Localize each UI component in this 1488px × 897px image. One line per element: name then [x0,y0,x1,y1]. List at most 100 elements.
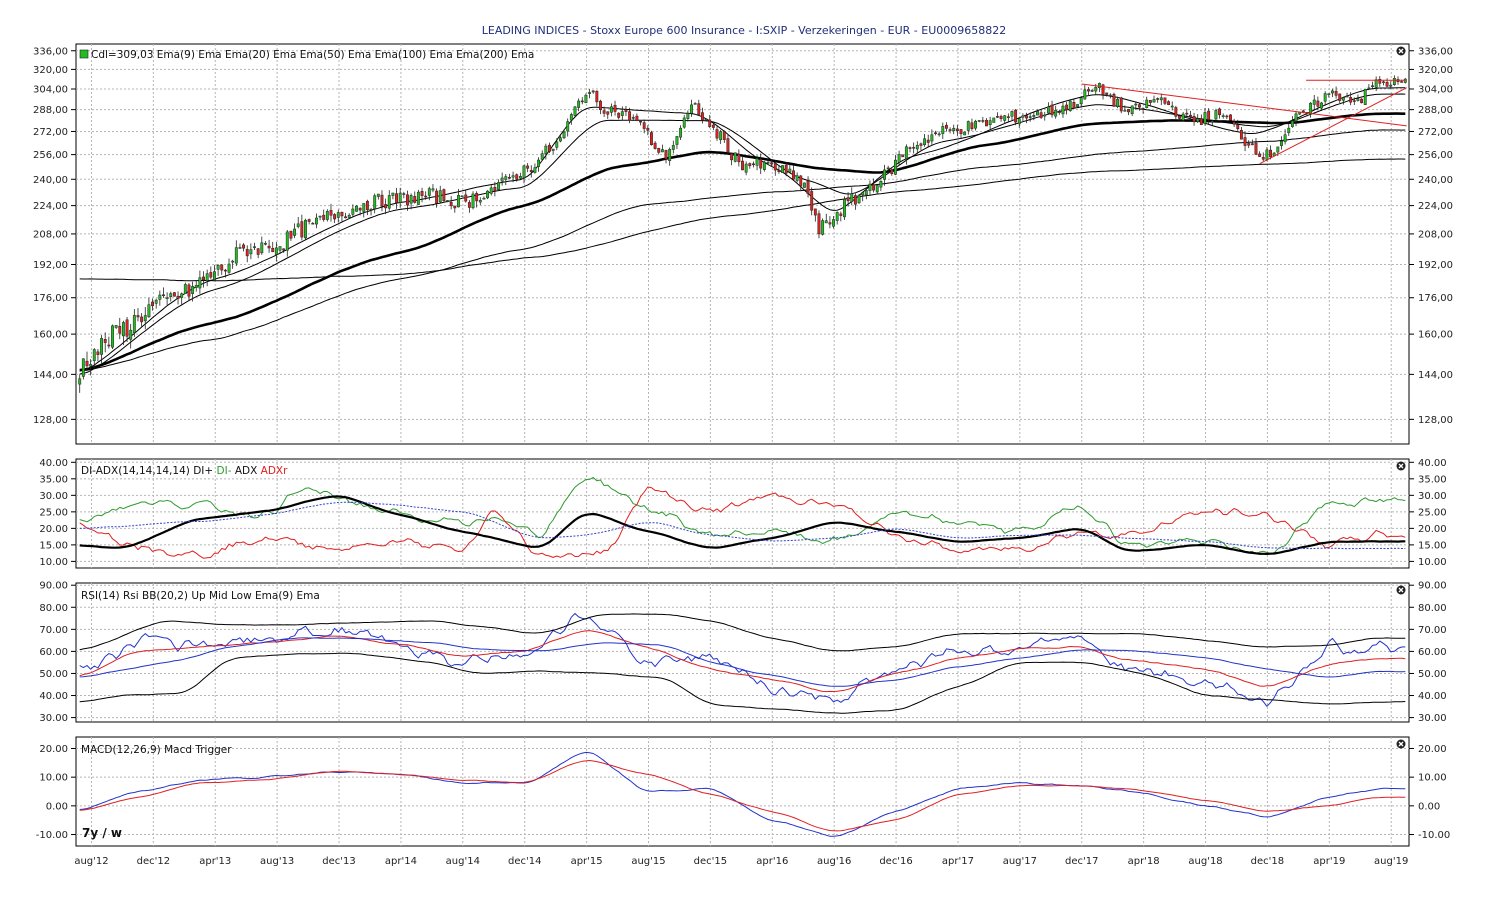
price-legend-item: Ema [270,49,297,61]
rsi-legend-item: Ema [293,590,320,602]
rsi-legend-item: BB(20,2) [139,590,188,602]
candle-body [1236,124,1240,130]
dmi-y-tick-right: 15.00 [1418,540,1447,551]
candle-body [1254,142,1258,155]
candle-body [1229,114,1232,121]
candle-body [1239,130,1243,140]
ema-line-ema200 [79,158,1406,282]
candle-body [304,219,307,239]
rsi-y-tick-left: 60.00 [39,647,68,658]
candle-body [555,141,559,148]
candle-body [544,145,548,154]
dmi-line-adx [79,495,1406,556]
candle-body [741,160,744,171]
candle-body [919,143,923,146]
price-y-tick-left: 304,00 [33,84,68,95]
candle-body [988,120,992,125]
price-y-tick-right: 176,00 [1418,293,1453,304]
candle-body [460,195,464,198]
candle-body [777,170,781,173]
candle-body [941,126,945,134]
dmi-legend-item: DI-ADX(14,14,14,14) [81,465,190,477]
trendline-up [1259,87,1407,165]
candle-body [1145,99,1149,108]
x-tick-label: aug'17 [1003,856,1037,867]
candle-body [336,212,340,218]
macd-y-tick-left: 0.00 [46,801,68,812]
price-y-tick-left: 208,00 [33,229,68,240]
price-panel-frame [75,43,1410,445]
rsi-legend-item: Low [228,590,252,602]
candle-body [824,220,828,224]
price-y-tick-right: 320,00 [1418,65,1453,76]
macd-y-tick-right: 10.00 [1418,773,1447,784]
candle-body [697,103,701,115]
candle-body [1360,98,1364,104]
price-legend-item: Ema [508,49,535,61]
candle-body [551,148,555,151]
candle-body [253,246,256,248]
candle-body [781,165,784,173]
price-y-tick-right: 272,00 [1418,127,1453,138]
rsi-y-tick-left: 30.00 [39,713,68,724]
candle-body [1068,100,1072,111]
candle-body [256,248,260,255]
candle-body [930,134,934,142]
candle-body [792,170,795,180]
candle-body [668,148,672,161]
candle-body [282,248,286,251]
candle-body [660,149,664,153]
dmi-y-tick-left: 25.00 [39,507,68,518]
candle-body [1065,104,1069,111]
candle-body [744,163,748,173]
rsi-y-tick-right: 90.00 [1418,581,1447,592]
candle-body [118,325,122,334]
candle-body [500,177,504,182]
candle-body [136,315,140,318]
candle-body [864,190,868,196]
price-y-tick-right: 240,00 [1418,175,1453,186]
candle-body [132,315,136,333]
ema-line-ema50 [79,112,1406,372]
candle-body [285,231,289,251]
dmi-legend-item: ADX [232,465,258,477]
candle-body [806,180,810,194]
candle-body [1389,84,1393,87]
x-tick-label: dec'17 [1065,856,1098,867]
x-tick-label: aug'15 [631,856,665,867]
candle-body [759,159,763,169]
candle-body [1032,114,1036,117]
price-y-tick-right: 224,00 [1418,201,1453,212]
candle-body [264,243,267,245]
candle-body [1185,112,1189,115]
candle-body [562,131,566,139]
candle-body [1196,118,1200,122]
candle-body [446,200,449,202]
candle-body [1014,109,1018,123]
macd-y-tick-left: 20.00 [39,744,68,755]
candle-body [569,114,573,121]
price-legend-item: Ema(50) [296,49,344,61]
candle-body [384,204,388,209]
candle-body [1050,104,1054,116]
candle-body [1276,146,1280,153]
candle-body [260,242,264,254]
candle-body [722,131,726,140]
candle-body [409,195,413,204]
candle-body [850,193,854,203]
candle-body [1352,100,1356,102]
candle-body [548,144,551,152]
candle-body [821,220,825,235]
price-y-tick-right: 160,00 [1418,330,1453,341]
candle-body [1203,112,1207,124]
x-tick-label: apr'15 [571,856,603,867]
candle-body [322,214,326,220]
candle-body [340,211,344,217]
candle-body [813,208,817,216]
candle-body [507,176,511,179]
candle-body [795,175,799,181]
dmi-y-tick-right: 20.00 [1418,524,1447,535]
candle-body [165,297,169,299]
candle-body [883,169,886,180]
price-y-tick-right: 256,00 [1418,150,1453,161]
